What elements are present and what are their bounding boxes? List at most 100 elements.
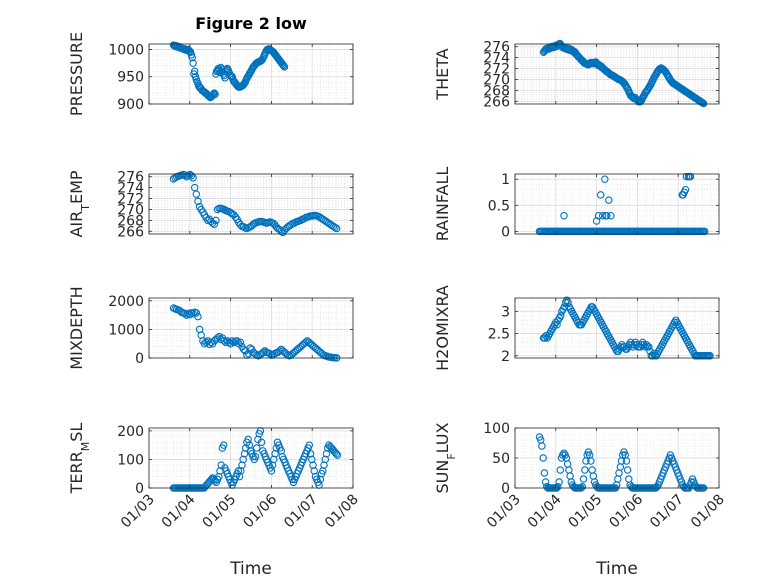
y-tick-label: 100 <box>117 452 144 468</box>
y-tick-label: 2 <box>501 349 510 365</box>
y-tick-label: 1000 <box>108 42 144 58</box>
y-tick-label: 0 <box>501 481 510 497</box>
series-mixdepth <box>169 304 341 362</box>
data-point <box>239 80 248 89</box>
data-point <box>332 449 341 458</box>
y-axis-label: TERRMSL <box>67 423 92 495</box>
axes-box <box>148 43 354 105</box>
y-tick-label: 1000 <box>108 322 144 338</box>
data-point <box>231 213 240 221</box>
y-tick-label: 276 <box>117 170 144 186</box>
data-point <box>236 338 245 347</box>
y-tick-label: 266 <box>117 224 144 240</box>
x-axis-label: Time <box>595 559 638 579</box>
data-point <box>186 47 194 55</box>
y-tick-label: 2.5 <box>488 327 510 343</box>
data-point <box>189 59 197 67</box>
y-tick-label: 266 <box>483 94 510 110</box>
data-point <box>596 191 605 199</box>
data-point <box>205 340 214 349</box>
y-tick-label: 50 <box>492 451 510 467</box>
data-point <box>220 337 228 345</box>
y-tick-label: 276 <box>483 40 510 56</box>
plot-area <box>515 174 719 234</box>
panel-rainfall: 0 0.5 1 RAINFALL <box>433 167 720 242</box>
data-point <box>213 334 222 342</box>
data-point <box>594 211 603 220</box>
data-point <box>211 90 219 98</box>
axes-box <box>514 43 720 105</box>
data-point <box>257 438 266 447</box>
data-point <box>623 466 632 474</box>
data-point <box>564 298 572 307</box>
data-point <box>556 312 565 320</box>
axes-box <box>148 173 354 235</box>
y-tick-label: 268 <box>117 213 144 229</box>
data-point <box>194 312 202 321</box>
data-point <box>190 183 199 192</box>
axes-box <box>514 297 720 359</box>
y-axis-label: RAINFALL <box>433 167 452 242</box>
data-point <box>587 457 595 465</box>
data-point <box>192 309 201 317</box>
data-point <box>553 320 561 329</box>
data-point <box>252 444 261 452</box>
series-pressure <box>169 41 289 102</box>
panel-h2omixra: 2 2.5 3 H2OMIXRA <box>433 285 720 371</box>
data-point <box>554 483 562 491</box>
y-axis-label: PRESSURE <box>67 32 86 116</box>
data-point <box>333 451 342 459</box>
data-point <box>700 227 709 236</box>
series-rainfall <box>535 172 709 236</box>
y-tick-label: 0.5 <box>488 198 510 214</box>
y-tick-label: 100 <box>483 421 510 437</box>
y-tick-label: 270 <box>117 202 144 218</box>
y-tick-label: 272 <box>117 192 144 208</box>
figure-title: Figure 2 low <box>195 14 307 33</box>
data-point <box>699 99 708 108</box>
y-tick-label: 274 <box>117 181 144 197</box>
y-tick-label: 0 <box>135 351 144 367</box>
data-point <box>539 454 547 462</box>
data-point <box>555 478 563 486</box>
y-axis-label: SUNFLUX <box>433 422 458 493</box>
data-point <box>305 441 314 449</box>
panel-pressure: 900 950 1000 PRESSURE <box>67 32 354 116</box>
data-point <box>279 62 288 70</box>
data-point <box>210 89 219 97</box>
data-point <box>601 175 609 183</box>
y-tick-label: 0 <box>501 224 510 240</box>
data-point <box>187 171 196 180</box>
data-point <box>212 216 220 225</box>
data-point <box>188 53 196 62</box>
axes-box <box>514 173 720 235</box>
y-tick-label: 272 <box>483 62 510 78</box>
data-point <box>556 466 565 474</box>
data-point <box>578 483 587 491</box>
data-point <box>189 174 197 182</box>
data-point <box>598 211 607 220</box>
data-point <box>682 172 691 181</box>
y-tick-label: 268 <box>483 83 510 99</box>
data-point <box>706 352 714 360</box>
data-point <box>194 197 202 206</box>
data-point <box>210 220 219 228</box>
axes-box <box>148 427 354 489</box>
axes-box <box>148 297 354 359</box>
series-h2omixra <box>539 296 714 360</box>
data-point <box>331 223 339 232</box>
data-point <box>538 442 546 450</box>
y-tick-label: 1 <box>501 172 510 188</box>
data-point <box>622 457 631 465</box>
data-point <box>280 63 289 71</box>
data-point <box>190 67 199 76</box>
y-tick-label: 2000 <box>108 294 144 310</box>
data-point <box>301 338 310 347</box>
data-point <box>681 185 690 194</box>
data-point <box>251 452 260 461</box>
data-point <box>560 211 568 220</box>
y-axis-label: MIXDEPTH <box>67 286 86 369</box>
